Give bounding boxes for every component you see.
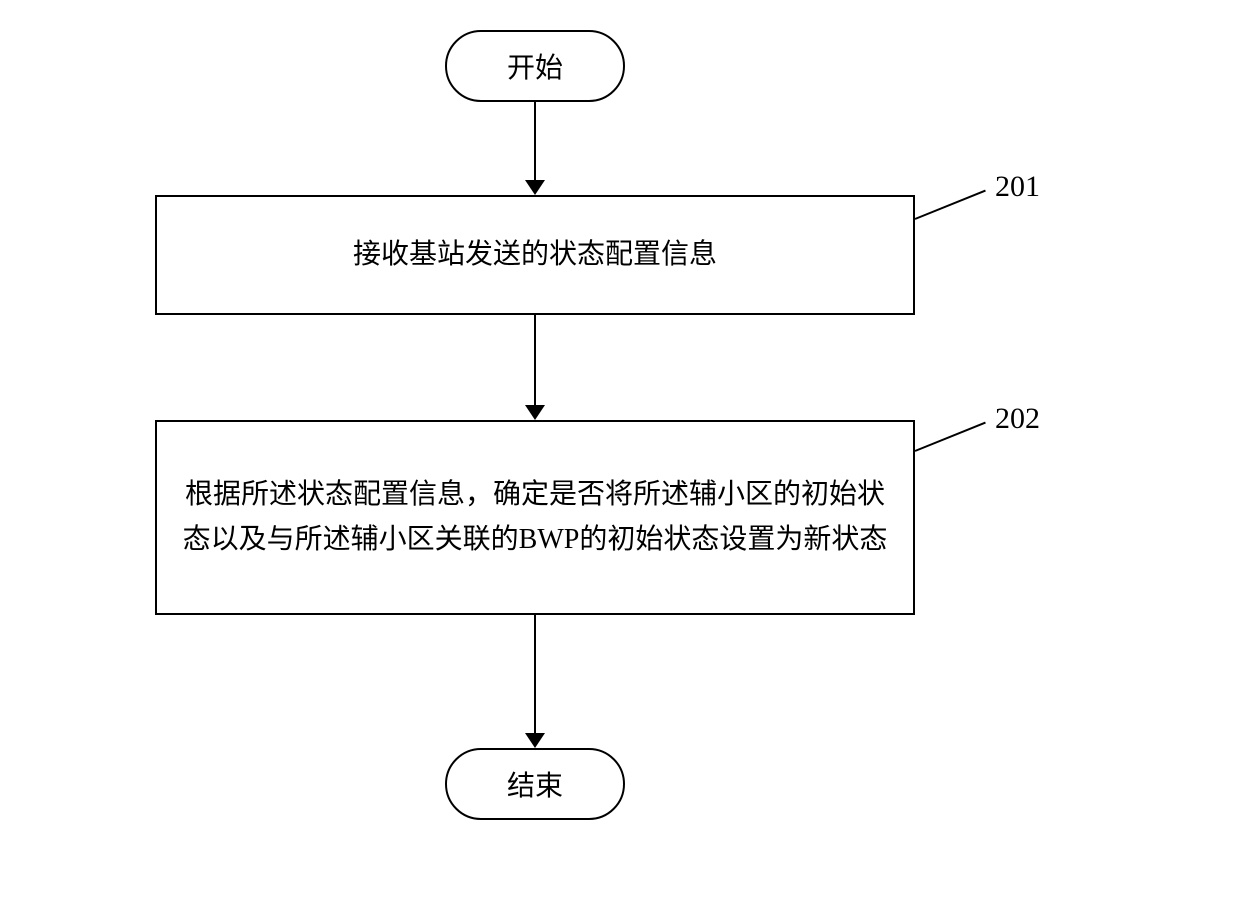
arrow-2 [534, 315, 536, 406]
start-text: 开始 [507, 46, 563, 86]
flowchart-container: 开始 接收基站发送的状态配置信息 201 根据所述状态配置信息，确定是否将所述辅… [100, 30, 1100, 880]
end-node: 结束 [445, 748, 625, 820]
end-text: 结束 [507, 764, 563, 804]
label-201: 201 [995, 170, 1040, 204]
label-201-line [915, 190, 986, 220]
label-202-line [915, 422, 986, 452]
start-node: 开始 [445, 30, 625, 102]
step1-box: 接收基站发送的状态配置信息 [155, 195, 915, 315]
step1-text: 接收基站发送的状态配置信息 [353, 233, 717, 278]
arrow-2-head [525, 405, 545, 420]
step2-box: 根据所述状态配置信息，确定是否将所述辅小区的初始状态以及与所述辅小区关联的BWP… [155, 420, 915, 615]
arrow-3-head [525, 733, 545, 748]
arrow-3 [534, 615, 536, 734]
arrow-1 [534, 102, 536, 181]
arrow-1-head [525, 180, 545, 195]
step2-text: 根据所述状态配置信息，确定是否将所述辅小区的初始状态以及与所述辅小区关联的BWP… [177, 473, 893, 563]
label-202: 202 [995, 402, 1040, 436]
